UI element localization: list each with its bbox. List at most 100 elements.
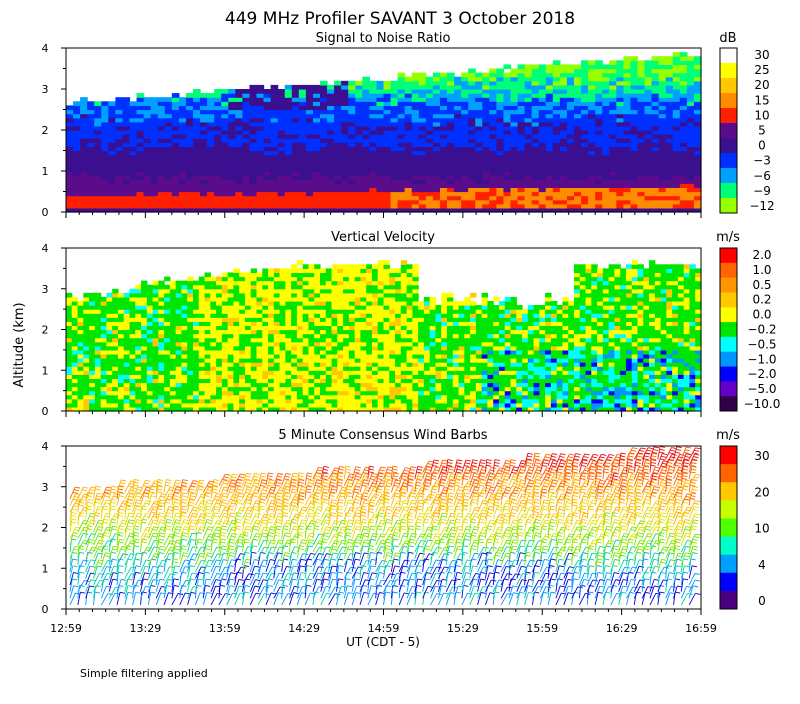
snr-cell: [278, 110, 286, 115]
velocity-cell: [291, 338, 297, 343]
snr-cell: [581, 204, 589, 209]
snr-cell: [376, 171, 384, 176]
velocity-cell: [124, 301, 130, 306]
snr-cell: [101, 179, 109, 184]
velocity-cell: [257, 281, 263, 286]
snr-cell: [412, 204, 420, 209]
velocity-cell: [228, 399, 234, 404]
snr-cell: [560, 196, 568, 201]
velocity-cell: [106, 334, 112, 339]
velocity-cell: [228, 342, 234, 347]
snr-cell: [518, 179, 526, 184]
snr-cell: [588, 64, 596, 69]
velocity-cell: [343, 285, 349, 290]
velocity-cell: [135, 317, 141, 322]
snr-cell: [158, 138, 166, 143]
velocity-cell: [222, 317, 228, 322]
velocity-cell: [280, 325, 286, 330]
snr-cell: [482, 122, 490, 127]
velocity-cell: [401, 370, 407, 375]
velocity-cell: [245, 305, 251, 310]
snr-cell: [292, 204, 300, 209]
snr-cell: [362, 97, 370, 102]
snr-cell: [659, 114, 667, 119]
velocity-cell: [78, 346, 84, 351]
snr-cell: [108, 200, 116, 205]
velocity-cell: [135, 330, 141, 335]
snr-cell: [108, 146, 116, 151]
snr-cell: [94, 192, 102, 197]
velocity-cell: [164, 362, 170, 367]
velocity-cell: [164, 297, 170, 302]
snr-cell: [468, 155, 476, 160]
snr-cell: [673, 60, 681, 65]
snr-cell: [362, 183, 370, 188]
snr-cell: [511, 179, 519, 184]
snr-cell: [278, 97, 286, 102]
snr-cell: [496, 105, 504, 110]
snr-cell: [292, 101, 300, 106]
snr-cell: [214, 204, 222, 209]
snr-cell: [525, 85, 533, 90]
velocity-cell: [285, 305, 291, 310]
snr-cell: [412, 81, 420, 86]
snr-cell: [652, 69, 660, 74]
snr-cell: [553, 155, 561, 160]
velocity-cell: [66, 391, 72, 396]
snr-cell: [652, 204, 660, 209]
velocity-heatmap: [66, 260, 702, 411]
snr-cell: [391, 200, 399, 205]
velocity-cell: [314, 281, 320, 286]
snr-cell: [391, 85, 399, 90]
velocity-cell: [360, 317, 366, 322]
colorbar-swatch: [720, 168, 737, 184]
snr-cell: [659, 85, 667, 90]
velocity-cell: [245, 382, 251, 387]
snr-cell: [405, 142, 413, 147]
snr-cell: [299, 196, 307, 201]
snr-cell: [306, 118, 314, 123]
velocity-cell: [170, 395, 176, 400]
velocity-cell: [303, 358, 309, 363]
snr-cell: [609, 175, 617, 180]
velocity-cell: [291, 387, 297, 392]
snr-cell: [412, 159, 420, 164]
snr-cell: [461, 163, 469, 168]
velocity-cell: [130, 321, 136, 326]
velocity-cell: [222, 325, 228, 330]
velocity-cell: [268, 309, 274, 314]
velocity-cell: [106, 317, 112, 322]
snr-cell: [426, 93, 434, 98]
velocity-cell: [360, 362, 366, 367]
snr-cell: [546, 196, 554, 201]
snr-cell: [278, 187, 286, 192]
velocity-cell: [285, 338, 291, 343]
velocity-cell: [257, 309, 263, 314]
velocity-cell: [257, 358, 263, 363]
snr-cell: [426, 171, 434, 176]
snr-cell: [412, 138, 420, 143]
snr-cell: [172, 130, 180, 135]
snr-cell: [348, 187, 356, 192]
snr-cell: [666, 151, 674, 156]
velocity-cell: [83, 358, 89, 363]
snr-cell: [645, 179, 653, 184]
snr-cell: [489, 118, 497, 123]
snr-cell: [687, 142, 695, 147]
snr-cell: [172, 122, 180, 127]
snr-cell: [482, 200, 490, 205]
snr-cell: [341, 101, 349, 106]
velocity-cell: [158, 346, 164, 351]
velocity-cell: [349, 391, 355, 396]
snr-cell: [482, 85, 490, 90]
snr-cell: [384, 93, 392, 98]
snr-cell: [264, 146, 272, 151]
velocity-cell: [245, 358, 251, 363]
snr-cell: [376, 93, 384, 98]
snr-cell: [666, 122, 674, 127]
velocity-cell: [401, 362, 407, 367]
snr-cell: [666, 114, 674, 119]
velocity-cell: [378, 370, 384, 375]
snr-cell: [320, 118, 328, 123]
velocity-cell: [72, 325, 78, 330]
